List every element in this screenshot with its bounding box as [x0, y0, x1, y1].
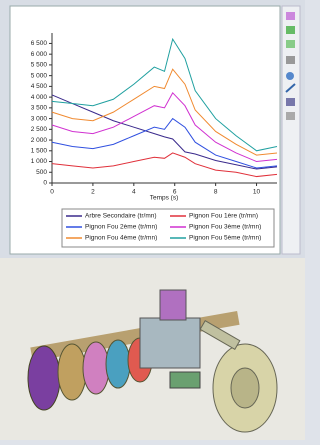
tool-icon[interactable] — [286, 72, 294, 80]
y-tick-label: 4 500 — [31, 83, 48, 90]
y-tick-label: 0 — [43, 180, 47, 187]
y-tick-label: 3 500 — [31, 105, 48, 112]
legend-label: Pignon Fou 2ème (tr/mn) — [85, 224, 157, 231]
legend-label: Pignon Fou 1ère (tr/mn) — [189, 213, 258, 220]
y-tick-label: 6 500 — [31, 40, 48, 47]
x-tick-label: 10 — [253, 189, 261, 196]
y-tick-label: 2 500 — [31, 126, 48, 133]
y-tick-label: 1 500 — [31, 148, 48, 155]
y-tick-label: 2 000 — [31, 137, 48, 144]
page: Temps (s) 0 500 1 000 1 500 2 000 2 500 3 000 3… — [0, 0, 305, 440]
y-tick-label: 3 000 — [31, 115, 48, 122]
x-tick-label: 4 — [132, 189, 136, 196]
screenshot: Temps (s) 0 500 1 000 1 500 2 000 2 500 3 000 3… — [0, 0, 305, 440]
x-tick-label: 6 — [173, 189, 177, 196]
y-tick-label: 5 500 — [31, 62, 48, 69]
y-tick-label: 500 — [36, 169, 47, 176]
y-tick-label: 5 000 — [31, 72, 48, 79]
legend-label: Arbre Secondaire (tr/mn) — [85, 213, 157, 220]
tool-icon[interactable] — [286, 112, 295, 120]
legend-label: Pignon Fou 5ème (tr/mn) — [189, 235, 261, 242]
x-tick-label: 0 — [50, 189, 54, 196]
y-tick-label: 1 000 — [31, 158, 48, 165]
tool-icon[interactable] — [286, 40, 295, 48]
tool-icon[interactable] — [286, 98, 295, 106]
tool-icon[interactable] — [286, 56, 295, 64]
tool-icon[interactable] — [286, 26, 295, 34]
tool-icon[interactable] — [286, 12, 295, 20]
legend-label: Pignon Fou 3ème (tr/mn) — [189, 224, 261, 231]
legend-label: Pignon Fou 4ème (tr/mn) — [85, 235, 157, 242]
x-tick-label: 8 — [214, 189, 218, 196]
x-tick-label: 2 — [91, 189, 95, 196]
y-tick-label: 4 000 — [31, 94, 48, 101]
y-tick-label: 6 000 — [31, 51, 48, 58]
x-axis-label: Temps (s) — [150, 195, 179, 202]
